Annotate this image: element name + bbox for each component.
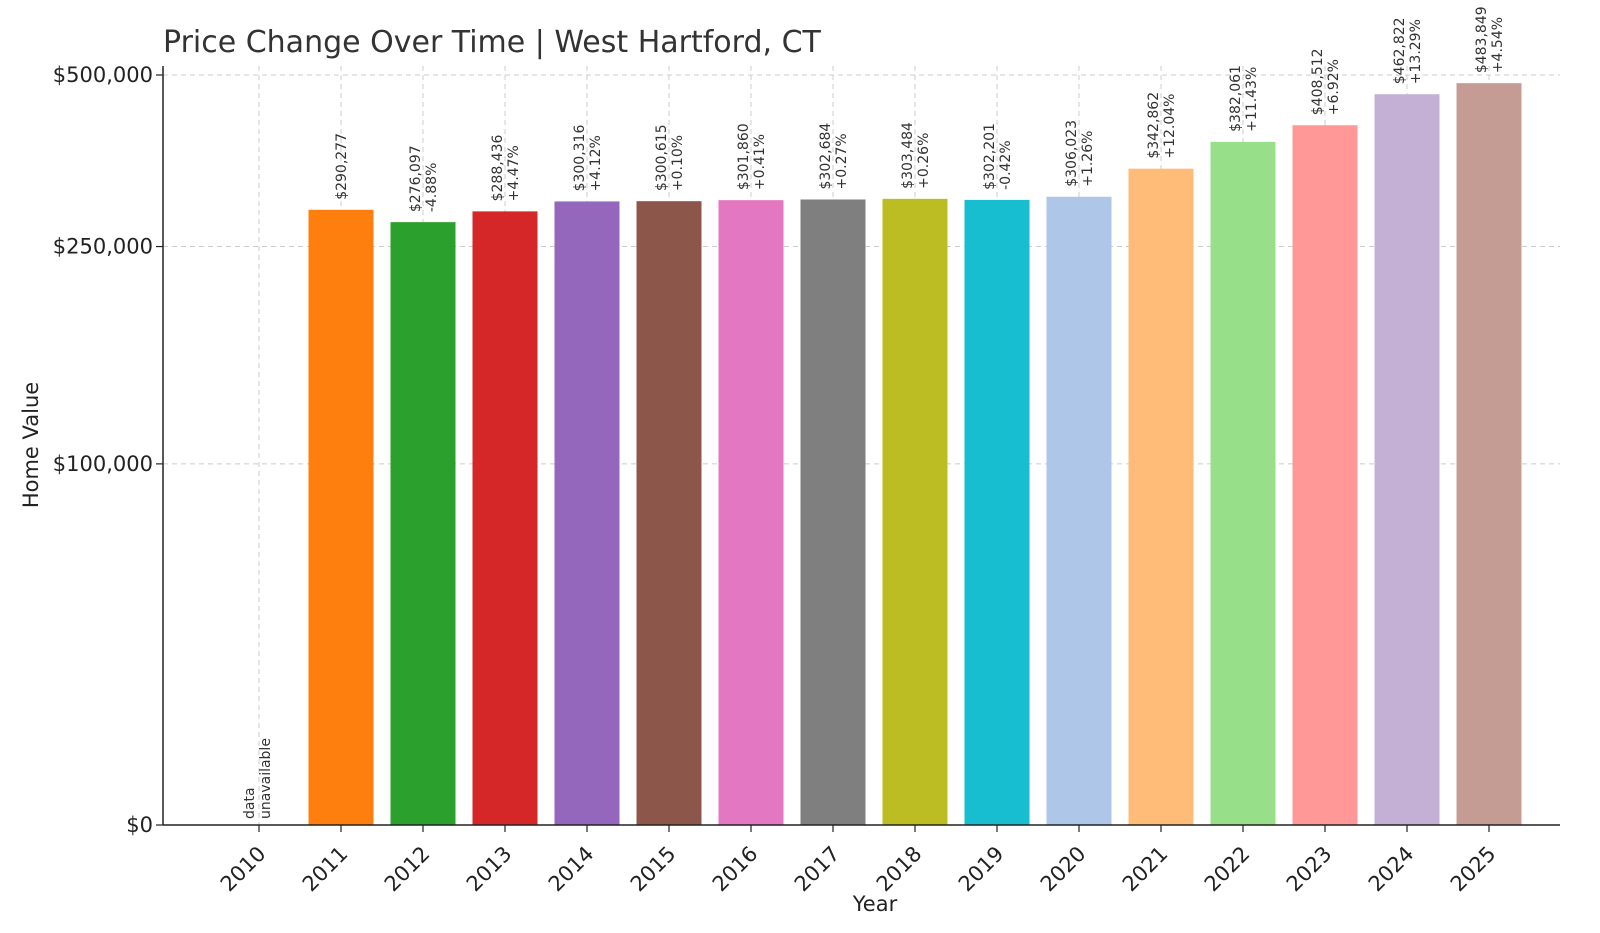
- bar: [1210, 141, 1276, 826]
- missing-data-label: data: [242, 787, 258, 819]
- bar: [882, 198, 948, 825]
- bar-change-label: +0.10%: [670, 135, 686, 191]
- bar-change-label: +4.12%: [588, 135, 604, 191]
- bar-value-label: $302,684: [818, 123, 834, 190]
- bar-change-label: +11.43%: [1244, 67, 1260, 132]
- y-axis-label: Home Value: [19, 382, 43, 508]
- bar: [1374, 94, 1440, 825]
- bar-value-label: $276,097: [408, 145, 424, 212]
- y-tick-label: $250,000: [53, 235, 153, 259]
- bar: [390, 222, 456, 826]
- bar: [1128, 168, 1194, 826]
- x-tick-label: 2017: [790, 842, 845, 897]
- bar-change-label: -0.42%: [998, 140, 1014, 190]
- x-tick-label: 2013: [462, 842, 517, 897]
- bar: [800, 199, 866, 826]
- bar-change-label: +12.04%: [1162, 94, 1178, 159]
- x-tick-label: 2012: [380, 842, 435, 897]
- bar-value-label: $306,023: [1064, 120, 1080, 187]
- bar-value-label: $462,822: [1392, 17, 1408, 84]
- bar-value-label: $483,849: [1474, 6, 1490, 73]
- y-tick-label: $100,000: [53, 452, 153, 476]
- bar-change-label: +6.92%: [1326, 59, 1342, 115]
- missing-data-label: unavailable: [258, 738, 274, 819]
- x-tick-label: 2022: [1200, 842, 1255, 897]
- x-tick-label: 2025: [1446, 842, 1501, 897]
- bar-value-label: $408,512: [1310, 48, 1326, 115]
- x-axis-label: Year: [852, 892, 898, 916]
- bar: [1046, 196, 1112, 825]
- x-tick-label: 2018: [872, 842, 927, 897]
- bar: [718, 200, 784, 826]
- y-tick-label: $0: [126, 813, 153, 837]
- bar-change-label: +0.27%: [834, 133, 850, 189]
- x-tick-label: 2011: [298, 842, 353, 897]
- x-tick-label: 2023: [1282, 842, 1337, 897]
- x-tick-label: 2016: [708, 842, 763, 897]
- axes: [162, 66, 1560, 826]
- bar: [308, 209, 374, 825]
- bar-change-label: -4.88%: [424, 163, 440, 213]
- bar: [554, 201, 620, 826]
- bar: [472, 211, 538, 825]
- x-tick-label: 2020: [1036, 842, 1091, 897]
- bar: [964, 199, 1030, 825]
- chart-title: Price Change Over Time | West Hartford, …: [163, 25, 822, 60]
- bar-labels: data unavailable $290,277 $276,097 -4.88% $28…: [242, 6, 1506, 819]
- y-tick-label: $500,000: [53, 63, 153, 87]
- bar-value-label: $290,277: [334, 133, 350, 200]
- bar-value-label: $288,436: [490, 134, 506, 201]
- bar: [1292, 125, 1358, 826]
- x-tick-label: 2014: [544, 842, 599, 897]
- bar-change-label: +1.26%: [1080, 131, 1096, 187]
- bar-change-label: +0.26%: [916, 133, 932, 189]
- bars: [308, 83, 1522, 826]
- bar: [636, 201, 702, 826]
- bar-value-label: $382,061: [1228, 65, 1244, 132]
- bar-value-label: $303,484: [900, 122, 916, 189]
- bar-change-label: +0.41%: [752, 134, 768, 190]
- y-ticks: $0 $100,000 $250,000 $500,000: [53, 63, 163, 837]
- x-tick-label: 2015: [626, 842, 681, 897]
- bar-value-label: $302,201: [982, 123, 998, 190]
- x-tick-label: 2024: [1364, 842, 1419, 897]
- x-ticks: 2010 2011 2012 2013 2014 2015 2016 2017 2018 2019…: [216, 825, 1501, 896]
- bar: [1456, 83, 1522, 825]
- bar-value-label: $300,316: [572, 125, 588, 192]
- bar-value-label: $300,615: [654, 124, 670, 191]
- bar-change-label: +4.47%: [506, 145, 522, 201]
- bar-change-label: +13.29%: [1408, 19, 1424, 84]
- x-tick-label: 2019: [954, 842, 1009, 897]
- bar-value-label: $301,860: [736, 123, 752, 190]
- x-tick-label: 2010: [216, 842, 271, 897]
- bar-value-label: $342,862: [1146, 92, 1162, 159]
- x-tick-label: 2021: [1118, 842, 1173, 897]
- bar-change-label: +4.54%: [1490, 17, 1506, 73]
